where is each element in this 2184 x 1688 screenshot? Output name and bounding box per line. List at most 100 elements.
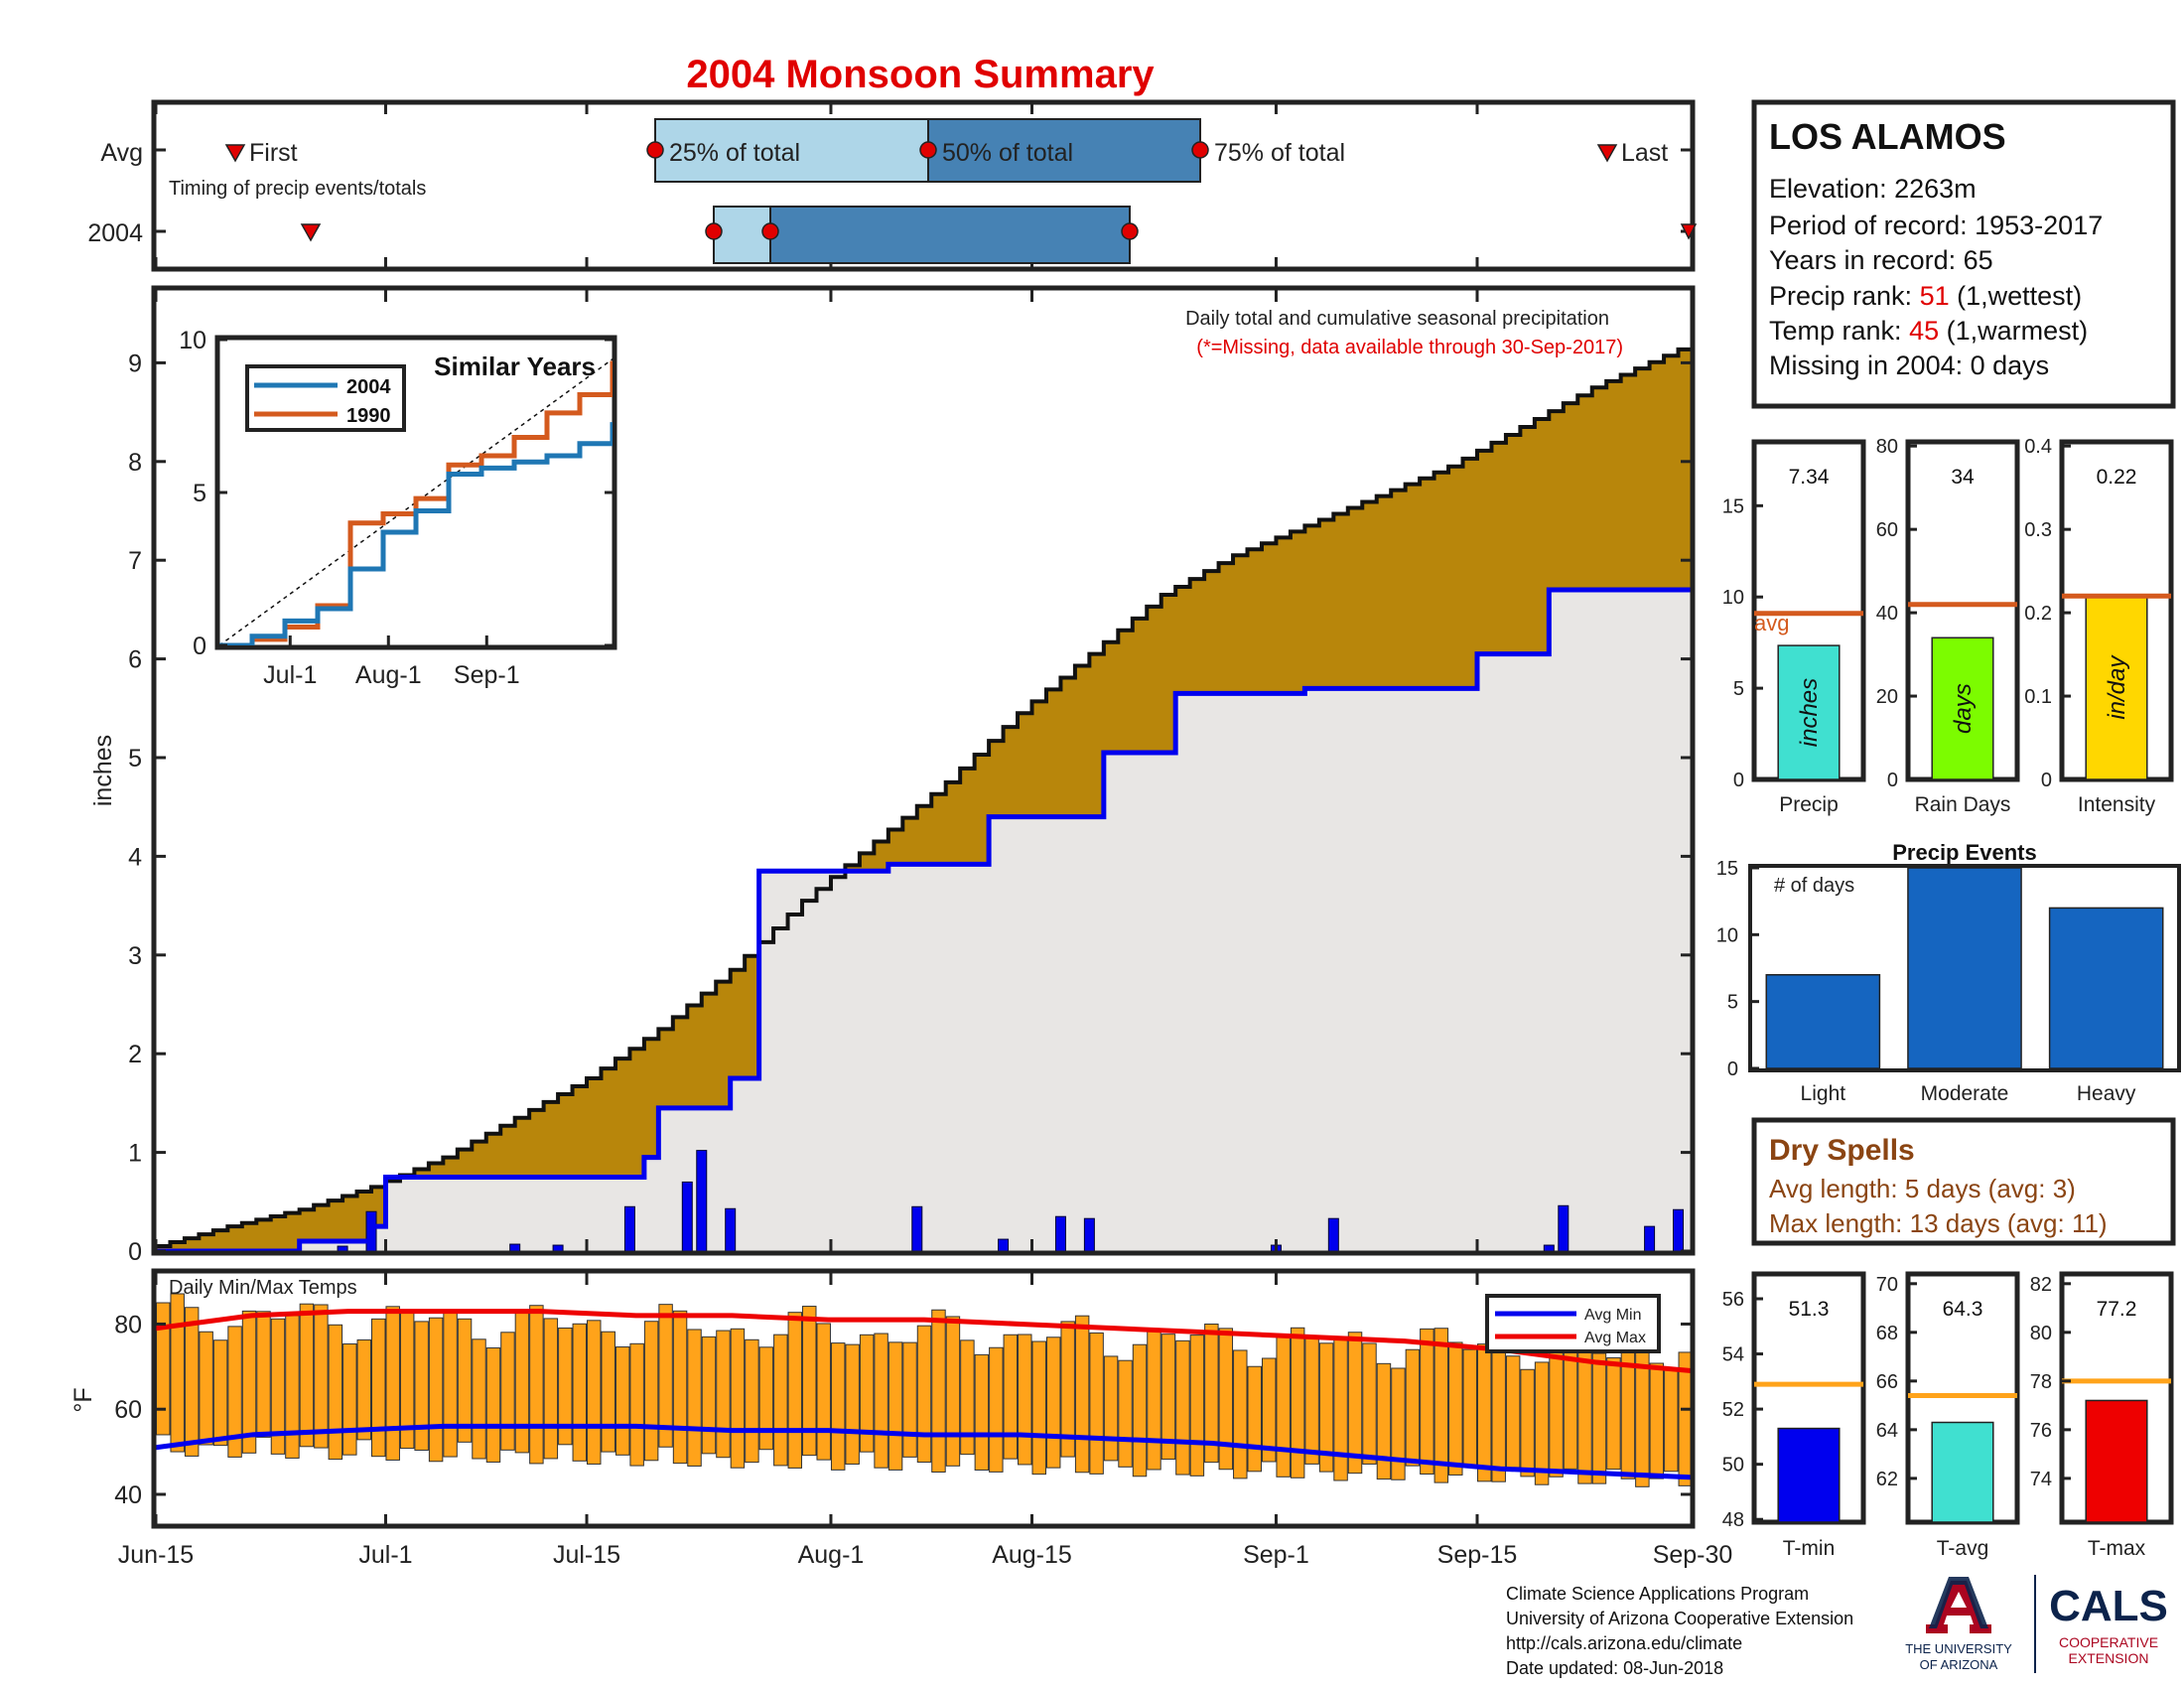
daily-temp-bar (1333, 1336, 1348, 1481)
daily-temp-bar (1505, 1355, 1521, 1469)
temp-ytick-label: 60 (114, 1396, 142, 1424)
raindays-ytick-label: 0 (1887, 770, 1898, 791)
avg-first-label: First (249, 139, 298, 167)
daily-temp-bar (974, 1353, 990, 1471)
daily-temp-bar (830, 1342, 846, 1471)
season-cumulative-area (156, 526, 1693, 1251)
daily-temp-bar (845, 1343, 860, 1465)
main-ytick-label: 2 (128, 1041, 142, 1068)
ua-a-icon (1926, 1581, 1991, 1633)
daily-precip-bar (1644, 1225, 1656, 1251)
tmax-bar (2085, 1399, 2148, 1523)
precip-ytick-label: 5 (1733, 678, 1744, 700)
daily-temp-bar (802, 1306, 817, 1457)
daily-temp-bar (385, 1306, 400, 1461)
tmin-ytick-label: 54 (1722, 1344, 1744, 1366)
daily-temp-bar (960, 1339, 975, 1456)
daily-temp-bar (730, 1328, 746, 1469)
daily-precip-bar (1543, 1244, 1555, 1251)
station-info-box: LOS ALAMOS Elevation: 2263m Period of re… (1751, 99, 2176, 409)
mini-chart-precip: 7.34 0 5 10 15 inches Precip avg (1722, 439, 1866, 816)
avg-p50-marker-icon (919, 141, 937, 159)
daily-temp-bar (328, 1324, 343, 1461)
daily-temp-bar (902, 1341, 917, 1458)
daily-temp-bar (1074, 1315, 1090, 1474)
daily-temp-bar (485, 1347, 501, 1463)
avg-p50-label: 50% of total (942, 139, 1073, 167)
tmax-ytick-label: 76 (2030, 1420, 2052, 1442)
daily-temp-bar (1261, 1357, 1277, 1463)
daily-temp-bar (156, 1302, 171, 1436)
timing-panel: Avg 2004 Timing of precip events/totals … (87, 99, 1698, 272)
daily-temp-bar (184, 1307, 200, 1457)
event-category-label: Light (1801, 1082, 1846, 1105)
daily-temp-bar (931, 1309, 946, 1474)
raindays-ytick-label: 60 (1876, 519, 1898, 541)
main-note: Daily total and cumulative seasonal prec… (1185, 308, 1609, 330)
tavg-label: T-avg (1937, 1537, 1989, 1560)
daily-temp-bar (558, 1327, 573, 1446)
event-ytick-label: 15 (1716, 858, 1738, 880)
cals-sub2: EXTENSION (2069, 1650, 2149, 1666)
timing-row-2004-label: 2004 (87, 219, 143, 247)
daily-precip-bar (1558, 1204, 1570, 1251)
event-bar (2048, 907, 2164, 1069)
daily-temp-bar (874, 1333, 888, 1469)
cals-wordmark: CALS (2049, 1582, 2168, 1630)
dry-spells-max: Max length: 13 days (avg: 11) (1769, 1208, 2108, 1238)
daily-temp-bar (1218, 1328, 1234, 1471)
temps-label: Daily Min/Max Temps (169, 1277, 357, 1299)
y2004-first-marker-icon (300, 223, 322, 242)
daily-temp-bar (1147, 1331, 1161, 1471)
daily-temp-bar (672, 1310, 688, 1465)
xtick-label: Jul-15 (553, 1541, 620, 1569)
tavg-value: 64.3 (1943, 1298, 1983, 1321)
precip-ytick-label: 15 (1722, 495, 1744, 517)
raindays-ytick-label: 80 (1876, 436, 1898, 458)
tmax-ytick-label: 78 (2030, 1371, 2052, 1393)
event-ytick-label: 0 (1727, 1058, 1738, 1080)
daily-precip-bar (1327, 1217, 1339, 1251)
daily-temp-bar (1534, 1361, 1550, 1485)
footer-line1: Climate Science Applications Program (1506, 1584, 1809, 1604)
daily-precip-bar (696, 1150, 708, 1251)
tmax-ytick-label: 82 (2030, 1274, 2052, 1296)
raindays-unit-label: days (1950, 683, 1977, 734)
precip-avg-label: avg (1754, 611, 1789, 635)
daily-temp-bar (945, 1316, 961, 1467)
inset-title: Similar Years (434, 352, 596, 381)
precip-events-chart: Precip Events Light Moderate Heavy 0 5 10 15 #… (1716, 840, 2181, 1105)
main-ytick-label: 8 (128, 449, 142, 477)
main-ytick-label: 0 (128, 1238, 142, 1266)
year-cumulative-line (156, 526, 1693, 1251)
y2004-p50-marker-icon (761, 222, 779, 240)
footer-line2: University of Arizona Cooperative Extens… (1506, 1609, 1853, 1628)
daily-temp-bar (572, 1323, 588, 1462)
daily-temp-bar (241, 1310, 257, 1454)
raindays-ytick-label: 20 (1876, 686, 1898, 708)
xtick-label: Sep-1 (1243, 1541, 1309, 1569)
xtick-label: Sep-30 (1653, 1541, 1733, 1569)
daily-temp-bar (1620, 1349, 1636, 1479)
tmin-value: 51.3 (1789, 1298, 1830, 1321)
daily-temp-bar (1433, 1328, 1449, 1483)
daily-precip-bar (509, 1243, 521, 1251)
daily-temp-bar (816, 1323, 831, 1461)
event-ytick-label: 10 (1716, 924, 1738, 946)
xtick-label: Jun-15 (118, 1541, 194, 1569)
daily-temp-bar (1520, 1368, 1535, 1477)
daily-temp-bar (472, 1338, 486, 1460)
tavg-ytick-label: 66 (1876, 1371, 1898, 1393)
event-ytick-label: 5 (1727, 992, 1738, 1014)
ua-a-outline-icon (1929, 1577, 1988, 1628)
daily-temp-bar (414, 1321, 429, 1451)
legend-avg-max-label: Avg Max (1584, 1330, 1646, 1346)
legend-avg-min-label: Avg Min (1584, 1307, 1642, 1324)
daily-temp-bar (1175, 1339, 1190, 1476)
temp-ytick-label: 40 (114, 1481, 142, 1509)
daily-temp-bar (1347, 1332, 1363, 1475)
daily-temp-bar (1391, 1367, 1406, 1480)
daily-temp-bar (1606, 1356, 1621, 1471)
daily-temp-bar (1160, 1334, 1176, 1461)
